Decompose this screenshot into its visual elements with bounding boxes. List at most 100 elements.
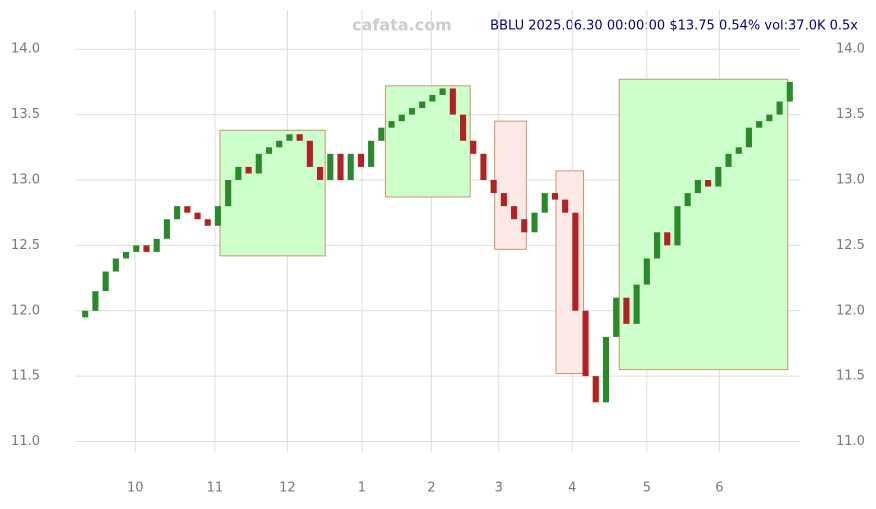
candle-body bbox=[388, 121, 395, 128]
y-tick-label-right: 12.0 bbox=[836, 303, 865, 318]
candle-body bbox=[694, 180, 701, 194]
zone bbox=[384, 85, 471, 198]
x-tick-label: 1 bbox=[358, 481, 366, 496]
chart-title: BBLU 2025.06.30 00:00:00 $13.75 0.54% vo… bbox=[490, 19, 858, 34]
y-tick-label-right: 12.5 bbox=[836, 238, 865, 253]
candle-body bbox=[602, 336, 610, 403]
y-tick-label: 13.0 bbox=[11, 173, 40, 188]
y-tick-label-right: 14.0 bbox=[836, 42, 865, 57]
candle-body bbox=[82, 310, 89, 318]
candle-body bbox=[337, 153, 344, 180]
zone bbox=[555, 170, 585, 375]
y-tick-label-right: 11.0 bbox=[836, 434, 865, 449]
candle-body bbox=[521, 219, 528, 233]
candle-body bbox=[562, 199, 569, 213]
candle-body bbox=[592, 376, 599, 403]
candle-body bbox=[684, 193, 691, 207]
x-tick-label: 6 bbox=[715, 481, 723, 496]
candle-body bbox=[265, 147, 273, 154]
candle-body bbox=[613, 297, 620, 337]
candle-body bbox=[153, 238, 160, 252]
x-tick-label: 10 bbox=[127, 481, 144, 496]
candle-body bbox=[163, 219, 170, 239]
candle-body bbox=[511, 206, 518, 220]
candle-body bbox=[235, 166, 242, 180]
candle-body bbox=[255, 153, 262, 174]
watermark: cafata.com bbox=[352, 16, 452, 35]
candle-body bbox=[664, 232, 671, 246]
x-tick-label: 3 bbox=[495, 481, 503, 496]
y-tick-label: 12.5 bbox=[11, 238, 40, 253]
candle-body bbox=[368, 140, 375, 167]
x-tick-label: 2 bbox=[427, 481, 435, 496]
candle-body bbox=[572, 212, 579, 311]
y-tick-label-right: 13.0 bbox=[836, 173, 865, 188]
candle-body bbox=[725, 153, 732, 167]
candle-body bbox=[327, 153, 334, 180]
y-tick-label: 11.0 bbox=[11, 434, 40, 449]
candle-body bbox=[378, 127, 385, 141]
candle-body bbox=[357, 153, 364, 167]
candle-body bbox=[470, 140, 477, 154]
candle-body bbox=[735, 147, 742, 154]
candle-body bbox=[500, 193, 507, 207]
candle-body bbox=[705, 180, 712, 187]
candle-body bbox=[429, 95, 436, 102]
y-tick-label: 14.0 bbox=[11, 42, 40, 57]
candle-body bbox=[582, 310, 589, 377]
x-tick-label: 4 bbox=[568, 481, 576, 496]
candle-body bbox=[439, 88, 446, 95]
candle-body bbox=[674, 206, 681, 246]
zone bbox=[494, 120, 527, 250]
candle-body bbox=[643, 258, 650, 285]
candle-body bbox=[276, 140, 283, 148]
candle-body bbox=[633, 284, 640, 324]
x-tick-label: 12 bbox=[279, 481, 296, 496]
candle-body bbox=[490, 180, 497, 194]
candle-body bbox=[245, 166, 252, 174]
candle-body bbox=[653, 232, 661, 259]
candle-body bbox=[531, 212, 538, 233]
candle-body bbox=[306, 140, 313, 167]
candle-body bbox=[449, 88, 456, 115]
candle-body bbox=[204, 219, 211, 226]
candle-body bbox=[623, 297, 630, 324]
candle-body bbox=[459, 114, 467, 141]
candle-body bbox=[419, 101, 426, 109]
candle-body bbox=[112, 258, 119, 272]
y-tick-label: 13.5 bbox=[11, 107, 40, 122]
candle-body bbox=[745, 127, 753, 148]
candle-body bbox=[133, 245, 140, 252]
candle-body bbox=[347, 153, 354, 180]
candle-body bbox=[122, 251, 130, 259]
y-tick-label-right: 13.5 bbox=[836, 107, 865, 122]
candle-body bbox=[296, 134, 303, 141]
candle-body bbox=[143, 245, 150, 252]
candle-body bbox=[174, 206, 181, 220]
candle-body bbox=[776, 101, 783, 115]
candle-body bbox=[102, 271, 109, 292]
candle-body bbox=[398, 114, 405, 122]
candle-body bbox=[480, 153, 487, 180]
candle-body bbox=[786, 81, 793, 102]
y-tick-label: 12.0 bbox=[11, 303, 40, 318]
candle-body bbox=[317, 166, 324, 180]
candle-body bbox=[92, 291, 99, 311]
y-tick-label-right: 11.5 bbox=[836, 369, 865, 384]
candle-body bbox=[715, 166, 722, 187]
candle-body bbox=[184, 206, 191, 213]
candle-body bbox=[756, 121, 763, 128]
zone bbox=[618, 78, 789, 371]
candle-body bbox=[766, 114, 773, 122]
candle-body bbox=[194, 212, 201, 220]
x-tick-label: 11 bbox=[207, 481, 224, 496]
candle-body bbox=[286, 134, 293, 141]
candle-body bbox=[225, 180, 232, 207]
x-tick-label: 5 bbox=[643, 481, 651, 496]
candle-body bbox=[214, 206, 222, 226]
candle-body bbox=[541, 193, 548, 213]
y-tick-label: 11.5 bbox=[11, 369, 40, 384]
candle-body bbox=[551, 193, 558, 200]
candle-body bbox=[408, 108, 416, 115]
